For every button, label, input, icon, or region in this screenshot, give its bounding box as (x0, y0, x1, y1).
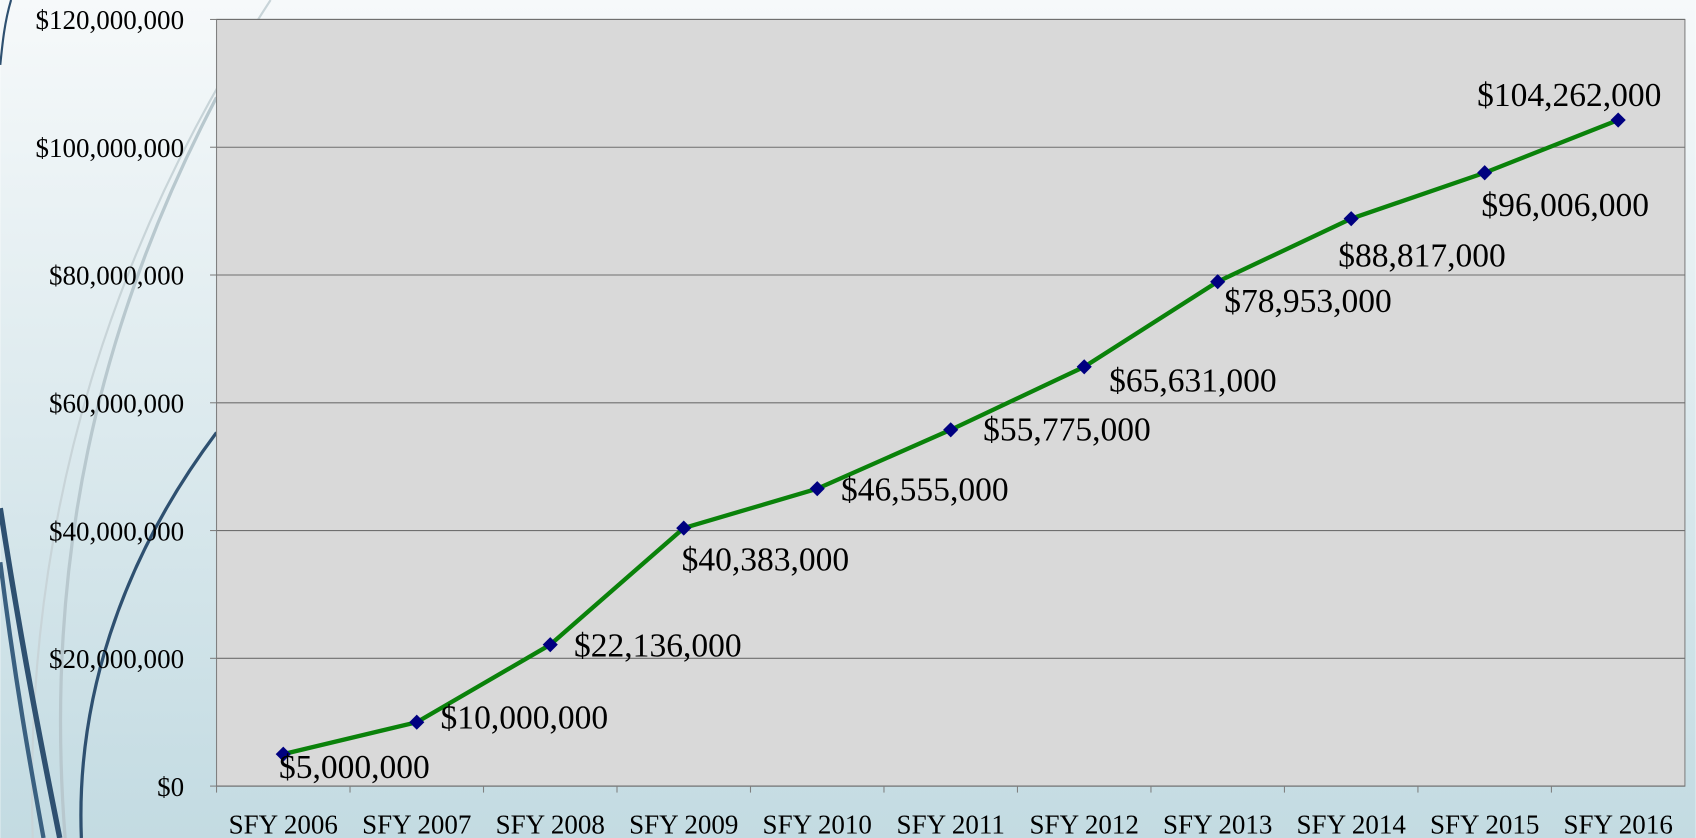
data-label: $46,555,000 (841, 472, 1009, 509)
marker (1610, 112, 1626, 128)
data-label: $65,631,000 (1109, 363, 1277, 400)
x-tick-label: SFY 2006 (229, 810, 338, 838)
marker (1477, 165, 1493, 181)
y-tick-label: $20,000,000 (49, 644, 184, 674)
x-tick-label: SFY 2009 (629, 810, 738, 838)
y-tick-label: $40,000,000 (49, 516, 184, 546)
x-tick-label: SFY 2008 (496, 810, 605, 838)
y-tick-label: $80,000,000 (49, 261, 184, 291)
marker (1343, 211, 1359, 227)
x-tick-label: SFY 2014 (1297, 810, 1407, 838)
x-tick-label: SFY 2012 (1030, 810, 1139, 838)
data-label: $22,136,000 (574, 628, 742, 665)
x-tick-label: SFY 2016 (1564, 810, 1673, 838)
data-label: $55,775,000 (983, 412, 1151, 449)
y-tick-label: $120,000,000 (35, 5, 184, 35)
data-label: $5,000,000 (279, 749, 430, 786)
x-tick-label: SFY 2010 (763, 810, 872, 838)
x-tick-label: SFY 2007 (362, 810, 471, 838)
marker (1210, 274, 1226, 290)
x-tick-label: SFY 2011 (897, 810, 1005, 838)
data-label: $10,000,000 (441, 700, 609, 737)
x-tick-label: SFY 2015 (1430, 810, 1539, 838)
marker (943, 422, 959, 438)
data-label: $96,006,000 (1481, 187, 1649, 224)
data-label: $88,817,000 (1338, 237, 1506, 274)
y-tick-label: $100,000,000 (35, 133, 184, 163)
marker (409, 714, 425, 730)
y-tick-label: $60,000,000 (49, 389, 184, 419)
data-label: $78,953,000 (1224, 283, 1392, 320)
decoration (0, 0, 272, 838)
x-tick-label: SFY 2013 (1163, 810, 1272, 838)
marker (676, 520, 692, 536)
y-tick-label: $0 (157, 772, 184, 802)
data-label: $40,383,000 (682, 541, 850, 578)
marker (1076, 359, 1092, 375)
data-label: $104,262,000 (1477, 77, 1661, 114)
